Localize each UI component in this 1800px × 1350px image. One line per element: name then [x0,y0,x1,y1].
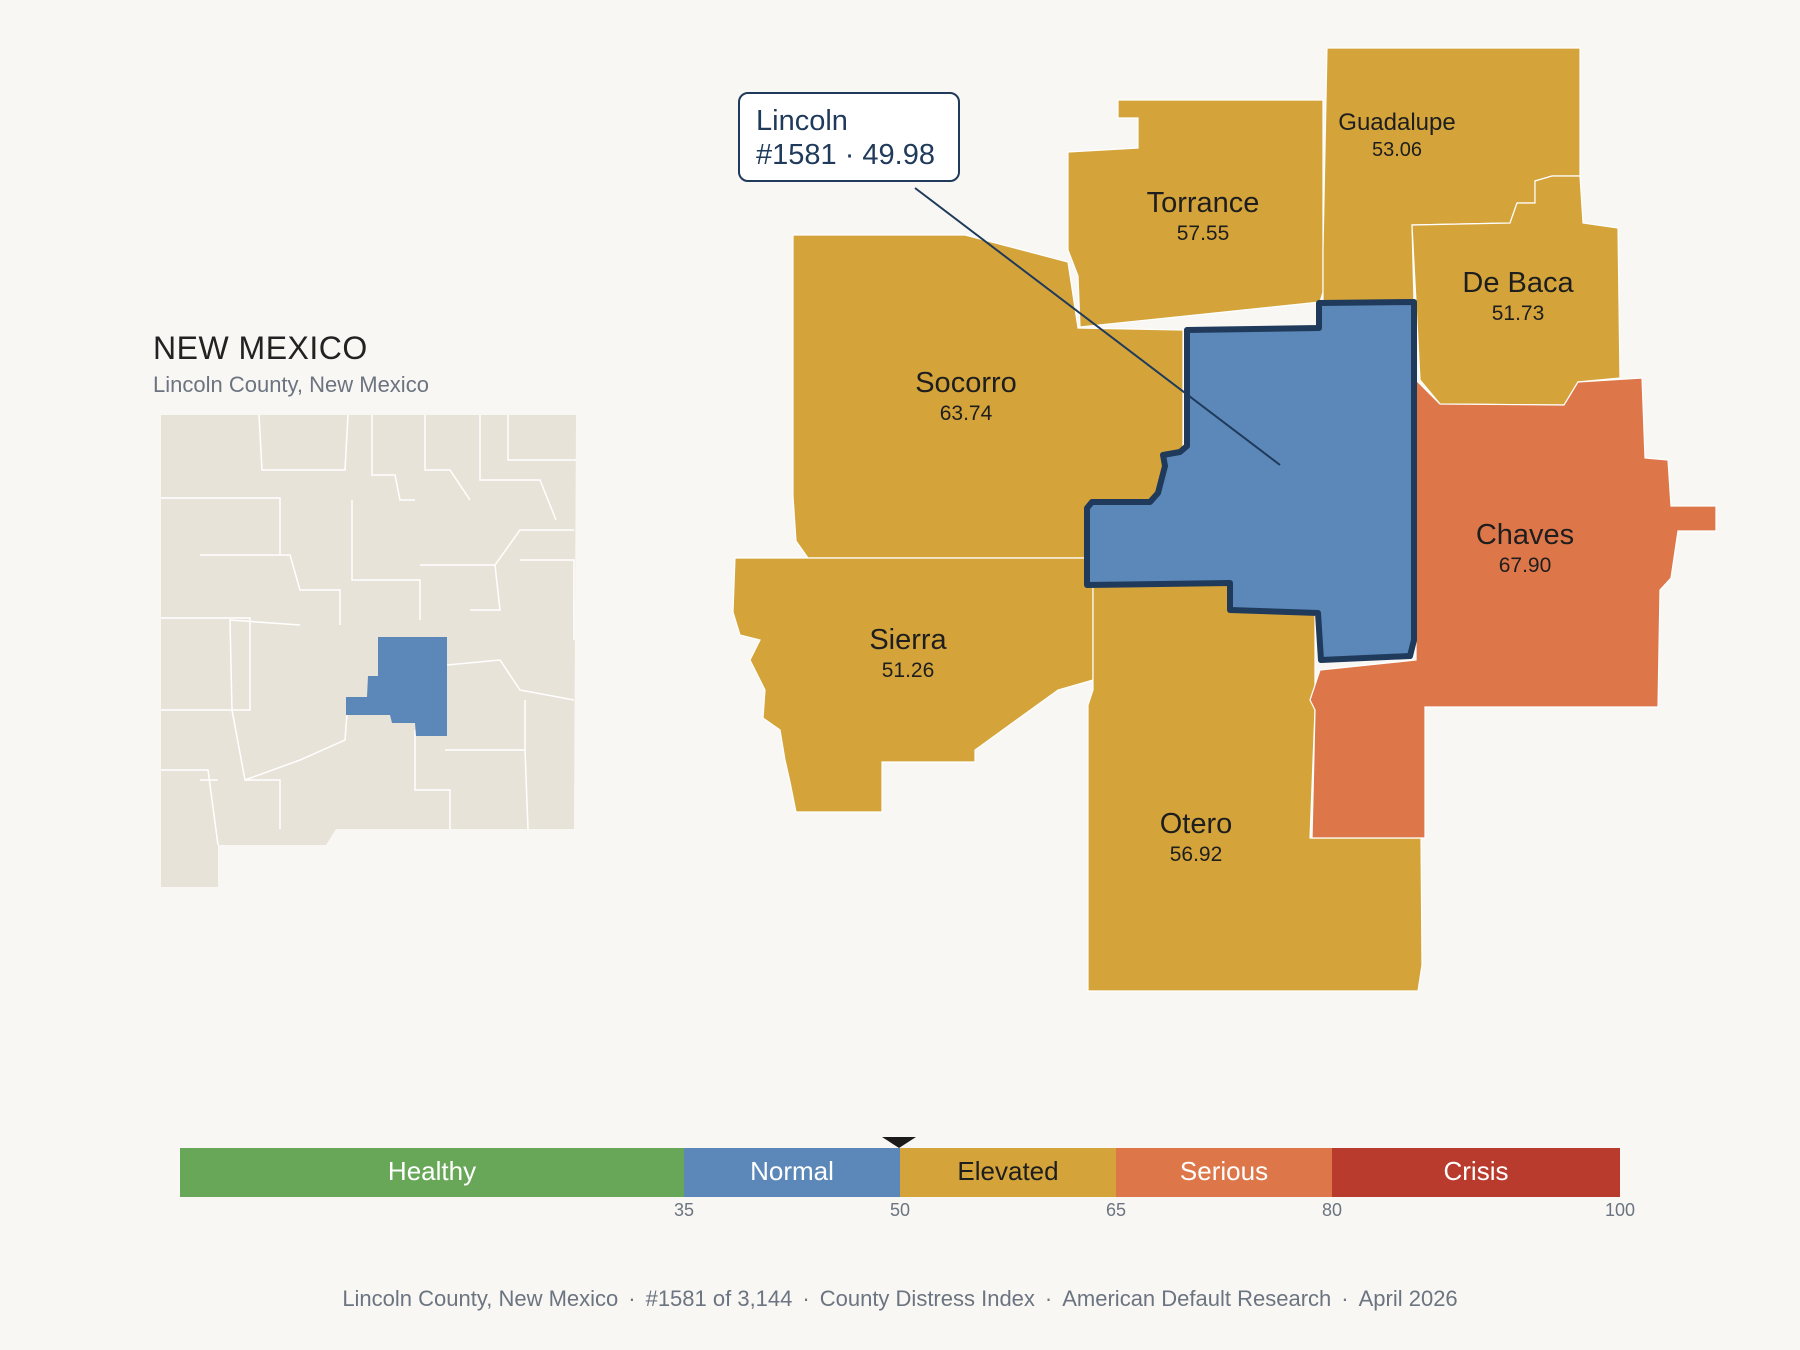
legend-tick: 100 [1604,1200,1636,1220]
county-lincoln[interactable] [1084,299,1417,663]
county-score: 51.26 [881,658,935,682]
county-sierra[interactable] [732,557,1094,813]
county-label-chaves: Chaves 67.90 [1405,519,1645,579]
county-name: De Baca [1462,266,1574,299]
county-label-sierra: Sierra 51.26 [788,624,1028,684]
county-socorro[interactable] [792,234,1184,559]
legend-segment-healthy: Healthy [180,1148,684,1197]
county-score: 53.06 [1371,139,1423,161]
county-score: 63.74 [939,401,993,425]
state-subtitle: Lincoln County, New Mexico [153,372,429,397]
county-chaves[interactable] [1309,377,1717,839]
footer: Lincoln County, New Mexico · #1581 of 3,14… [342,1286,1458,1311]
county-label-torrance: Torrance 57.55 [1083,187,1323,247]
legend-segment-crisis: Crisis [1332,1148,1620,1197]
legend-tick: 65 [1105,1200,1127,1220]
county-debaca[interactable] [1411,175,1621,406]
state-title: NEW MEXICO [153,330,368,366]
county-score: 67.90 [1498,553,1552,577]
callout-name: Lincoln [756,105,848,137]
state-inset-map [161,414,576,887]
county-shapes [732,47,1717,992]
footer-index: County Distress Index [819,1286,1035,1311]
callout-rank-score: #1581 · 49.98 [756,139,935,171]
callout-leader-line [914,187,1281,466]
legend-tick: 35 [673,1200,695,1220]
county-label-otero: Otero 56.92 [1076,808,1316,868]
inset-lincoln-highlight [346,637,447,736]
county-name: Torrance [1146,186,1260,219]
county-label-de-baca: De Baca 51.73 [1398,267,1638,327]
county-score: 51.73 [1491,301,1545,325]
county-score: 56.92 [1169,842,1223,866]
legend-marker-icon [882,1137,916,1148]
footer-date: April 2026 [1358,1286,1458,1311]
legend-tick: 80 [1321,1200,1343,1220]
county-name: Chaves [1475,518,1575,551]
county-name: Guadalupe [1338,109,1456,136]
legend-segment-normal: Normal [684,1148,900,1197]
legend-bar: Healthy Normal Elevated Serious Crisis [180,1148,1620,1197]
highlight-callout: Lincoln #1581 · 49.98 [738,92,960,182]
footer-rank: #1581 of 3,144 [645,1286,793,1311]
county-name: Otero [1159,807,1233,840]
legend-segment-serious: Serious [1116,1148,1332,1197]
legend-tick: 50 [889,1200,911,1220]
footer-source: American Default Research [1062,1286,1332,1311]
county-label-guadalupe: Guadalupe 53.06 [1277,109,1517,163]
inset-state-shape [161,415,576,887]
county-torrance[interactable] [1067,99,1324,328]
county-name: Socorro [915,366,1017,399]
county-label-socorro: Socorro 63.74 [846,367,1086,427]
footer-location: Lincoln County, New Mexico [342,1286,619,1311]
county-name: Sierra [869,623,947,656]
county-score: 57.55 [1176,221,1230,245]
legend-segment-elevated: Elevated [900,1148,1116,1197]
